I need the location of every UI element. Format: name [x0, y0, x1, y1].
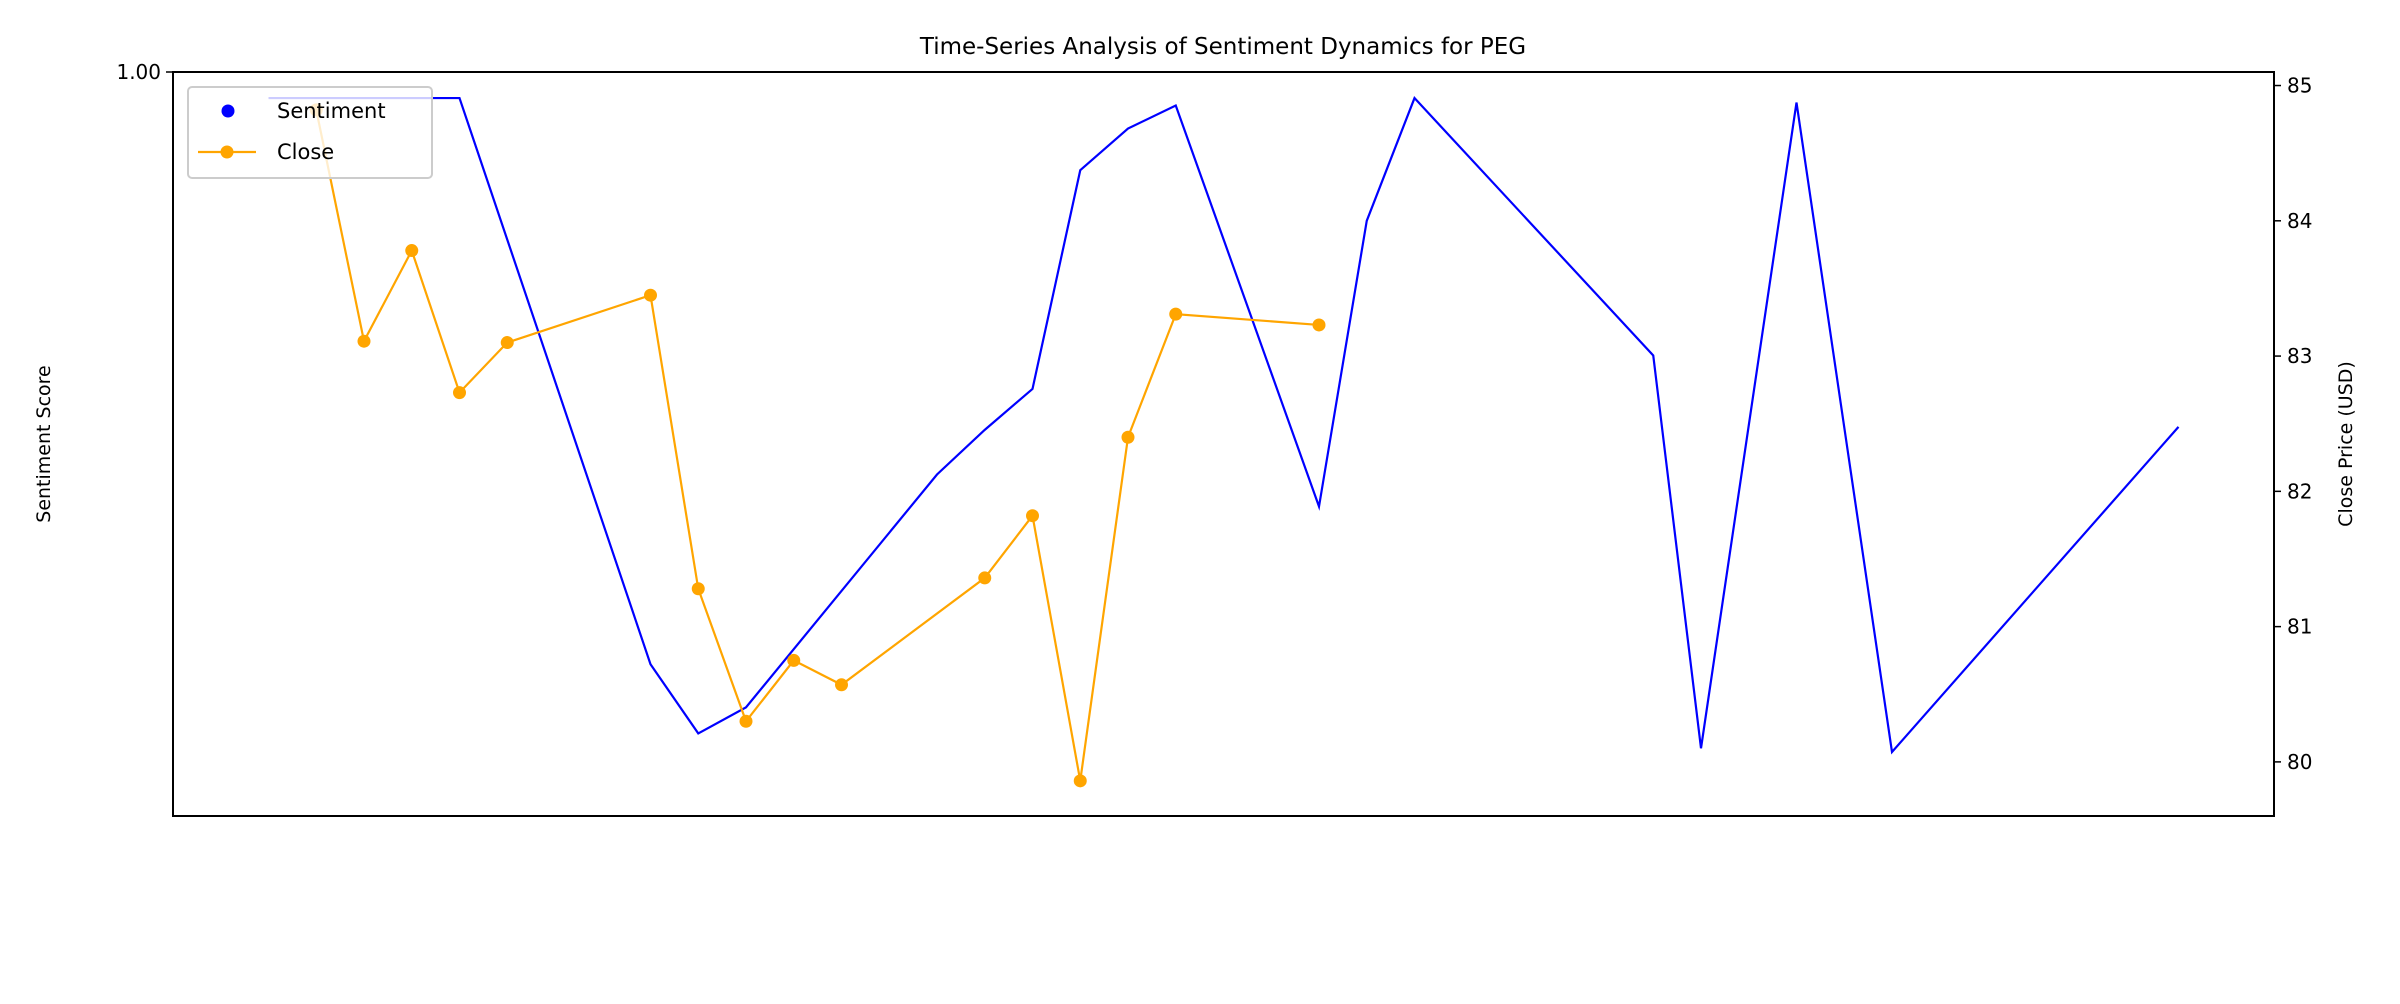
right-axis: 80 81 82 83 84 85 — [2274, 74, 2312, 774]
chart-title: Time-Series Analysis of Sentiment Dynami… — [919, 34, 1526, 60]
legend-sentiment-label: Sentiment — [277, 99, 386, 123]
data-point-close — [453, 386, 466, 400]
legend-sentiment-marker — [221, 104, 235, 118]
legend-close-label: Close — [277, 140, 334, 164]
data-point-close — [978, 571, 992, 585]
data-point-close — [739, 714, 753, 728]
right-axis-label: Close Price (USD) — [2335, 361, 2357, 527]
series-line-sentiment — [268, 96, 2180, 755]
data-point-close — [1073, 774, 1087, 788]
right-tick-label: 82 — [2287, 479, 2312, 503]
left-axis-label: Sentiment Score — [33, 365, 55, 522]
data-point-close — [1026, 509, 1039, 523]
legend-close-marker — [220, 145, 234, 159]
axes-frame — [172, 71, 2275, 817]
left-axis: 1.00 — [116, 60, 173, 84]
legend: Sentiment Close — [187, 86, 433, 179]
right-tick-label: 85 — [2287, 74, 2312, 98]
data-point-close — [644, 288, 657, 302]
right-tick-label: 83 — [2287, 344, 2312, 368]
right-tick-label: 84 — [2287, 209, 2312, 233]
right-tick-label: 81 — [2287, 615, 2312, 639]
legend-frame — [187, 86, 433, 179]
data-point-close — [1312, 318, 1326, 332]
data-point-close — [1121, 430, 1135, 444]
data-point-close — [1169, 307, 1183, 321]
plot-area — [268, 96, 2180, 788]
left-tick-label: 1.00 — [116, 60, 161, 84]
data-point-close — [691, 582, 705, 596]
data-point-close — [357, 334, 371, 348]
data-point-close — [787, 653, 801, 667]
right-tick-label: 80 — [2287, 750, 2312, 774]
data-point-close — [500, 336, 514, 350]
series-line-close — [315, 109, 1320, 782]
data-point-close — [405, 244, 419, 258]
data-point-close — [835, 678, 848, 692]
